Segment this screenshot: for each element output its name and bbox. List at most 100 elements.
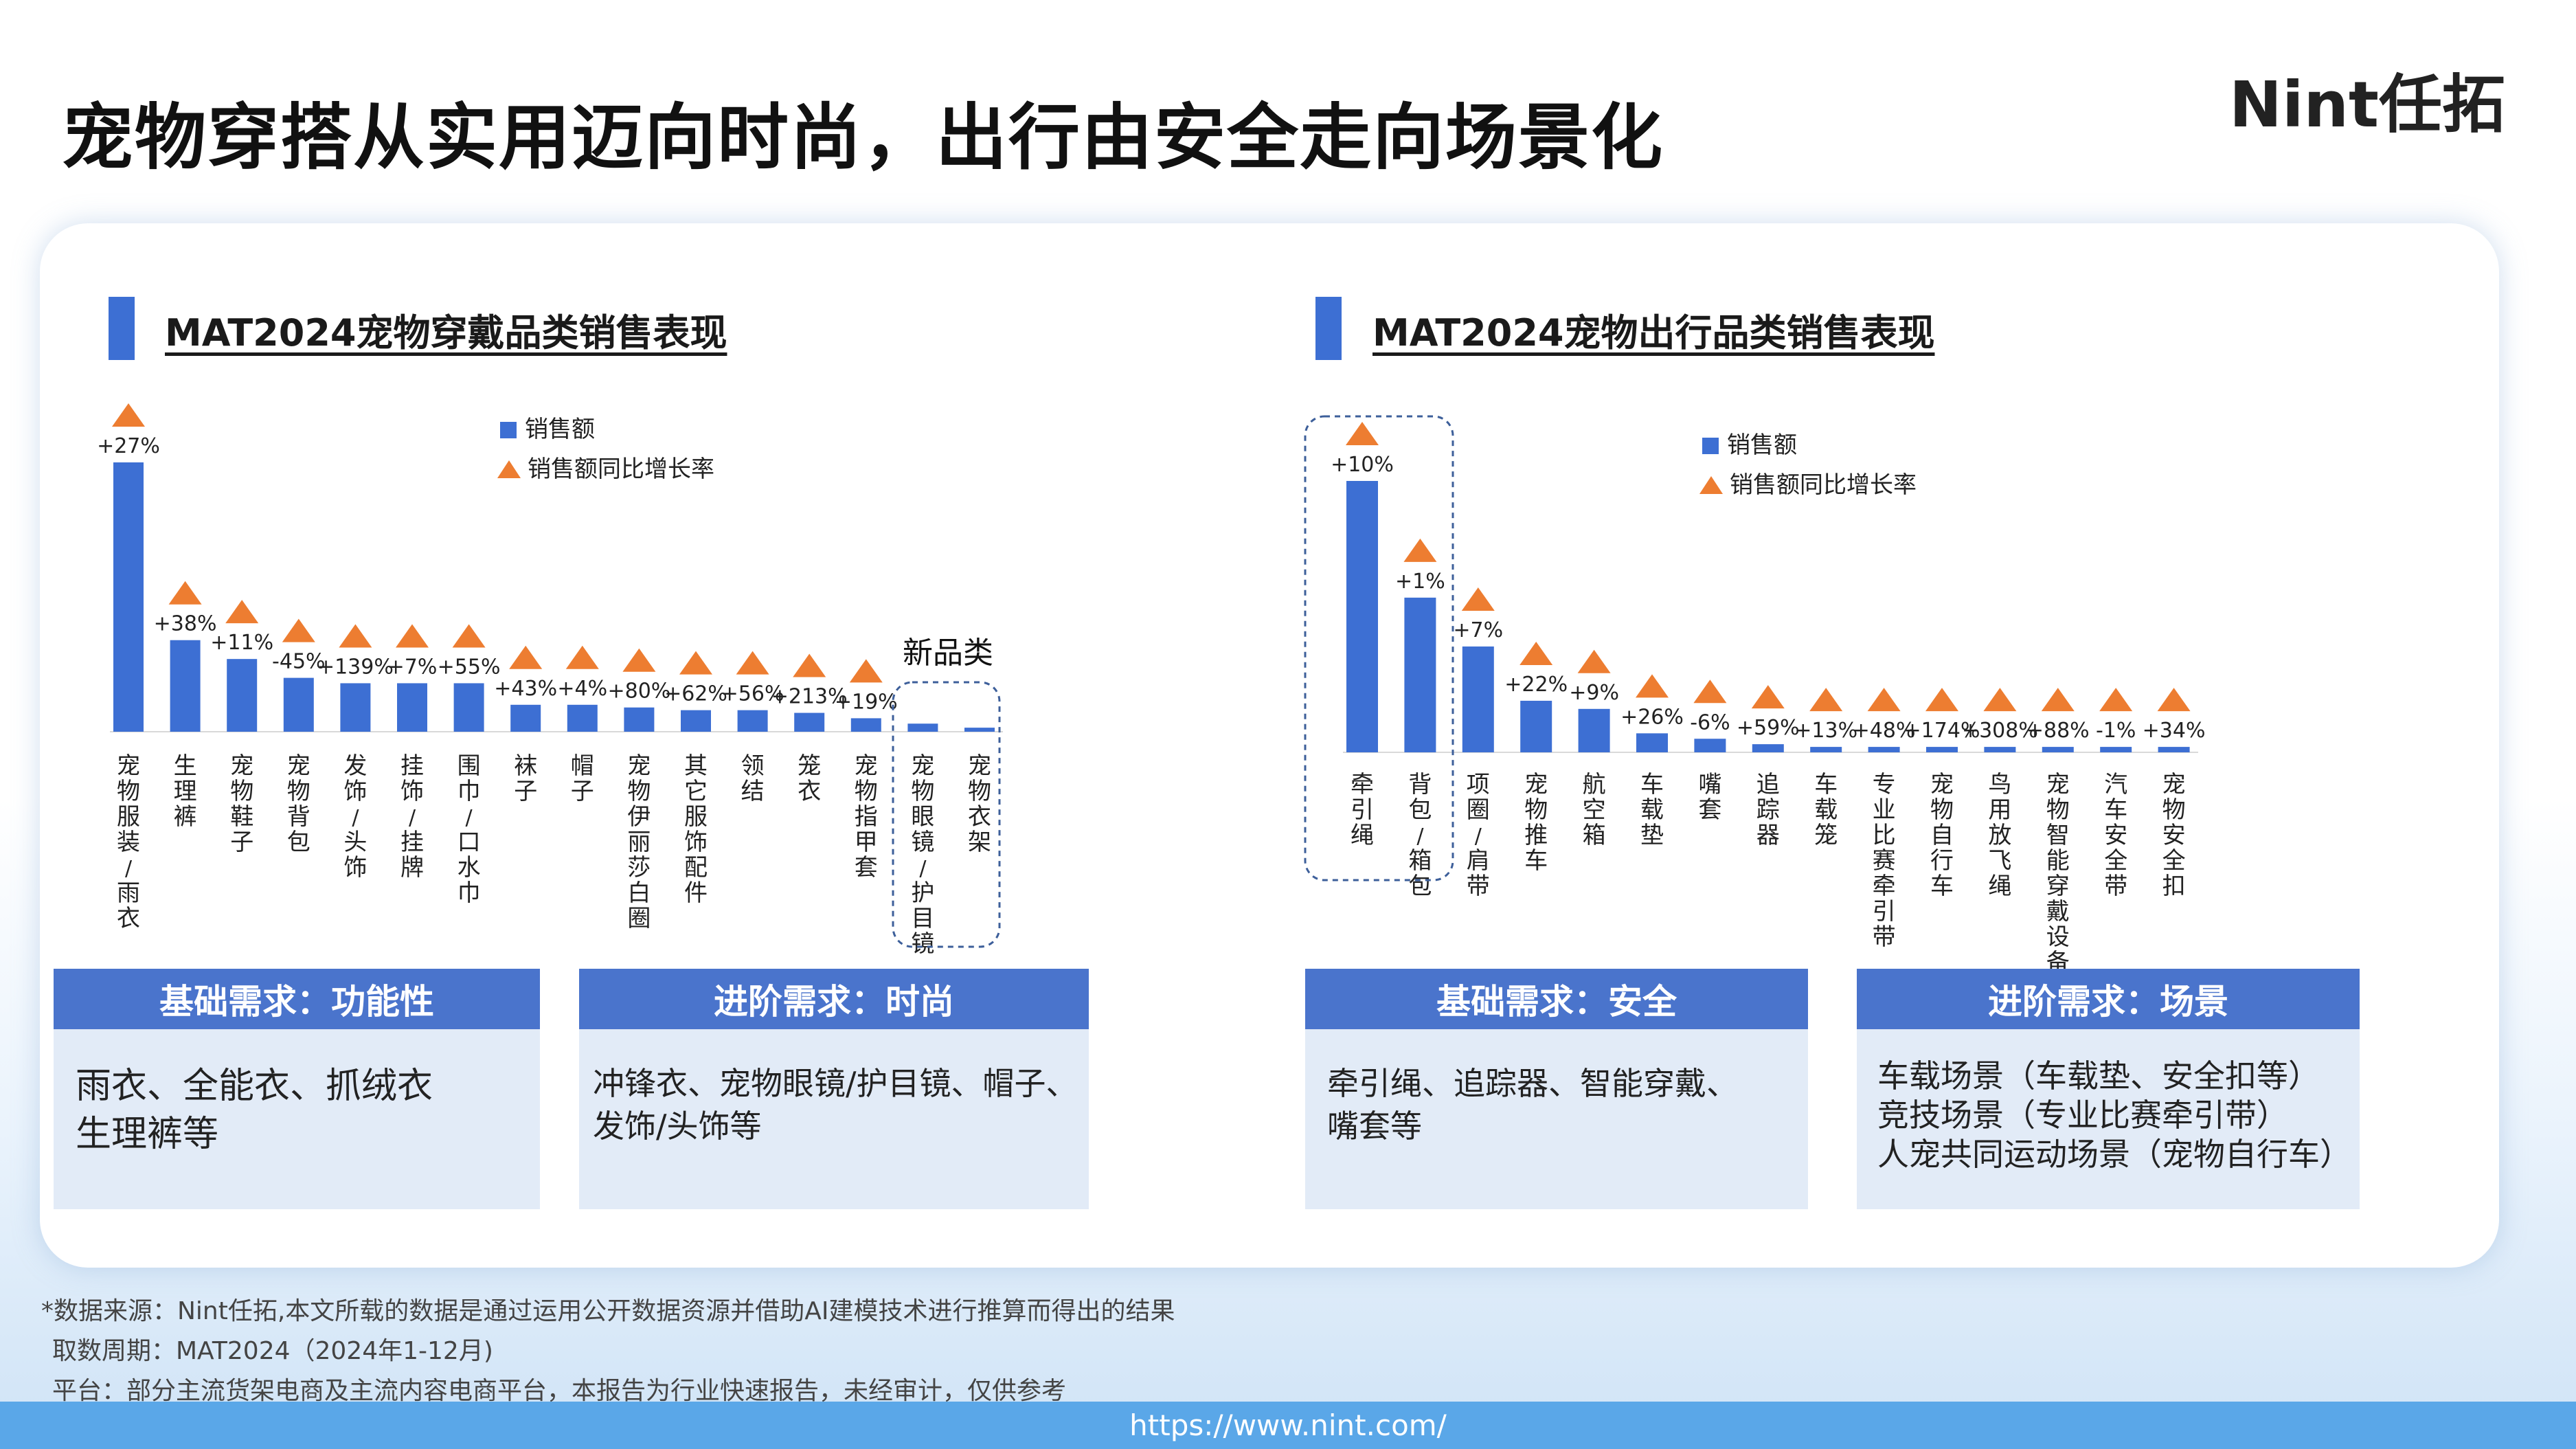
legend-growth-swatch: [497, 460, 521, 478]
category-label-char: 笼: [1814, 822, 1838, 849]
growth-label: -6%: [1690, 710, 1730, 734]
category-label-char: 载: [1814, 796, 1838, 824]
bar: [1868, 747, 1900, 752]
right-chart-title: MAT2024宠物出行品类销售表现: [1372, 311, 1935, 355]
category-label-char: 鸟: [1988, 771, 2011, 798]
growth-marker: [2099, 688, 2133, 712]
category-label-char: 子: [571, 778, 594, 805]
bar: [1810, 747, 1842, 752]
category-label-char: 圈: [627, 905, 651, 932]
category-label-char: 镜: [911, 829, 934, 856]
legend-growth-label: 销售额同比增长率: [1730, 471, 1917, 499]
category-label-char: 物: [2162, 796, 2186, 824]
category-label-char: 围: [457, 752, 481, 780]
legend-growth-swatch: [1699, 476, 1723, 494]
bar: [567, 704, 598, 732]
category-label-char: 车: [1814, 771, 1838, 798]
growth-marker: [1983, 688, 2017, 712]
category-label-char: 件: [684, 879, 708, 907]
growth-marker: [1809, 688, 1843, 712]
category-label-char: 服: [117, 803, 140, 831]
bar: [1984, 747, 2016, 752]
growth-label: +7%: [1453, 618, 1503, 642]
category-label-char: 巾: [457, 879, 481, 907]
growth-label: +7%: [387, 655, 438, 679]
category-label-char: 伊: [627, 803, 651, 831]
category-label-char: 箱: [1408, 847, 1432, 875]
footer-url[interactable]: https://www.nint.com/: [1129, 1408, 1447, 1442]
bar: [624, 707, 655, 732]
growth-marker: [339, 624, 372, 648]
bar: [2100, 747, 2132, 752]
category-label-char: 行: [1930, 847, 1954, 875]
category-label-char: 饰: [343, 854, 367, 881]
need-line: 发饰/头饰等: [593, 1108, 762, 1145]
category-label-char: 智: [2046, 822, 2070, 849]
category-label-char: 包: [1408, 796, 1432, 824]
new-category-highlight: [892, 681, 1001, 948]
bar: [1752, 744, 1784, 752]
bar: [1404, 597, 1436, 752]
bar: [681, 710, 711, 732]
bar: [397, 683, 427, 732]
category-label-char: 包: [287, 829, 310, 856]
growth-marker: [225, 600, 259, 624]
bar: [794, 712, 825, 732]
growth-marker: [1867, 688, 1901, 712]
need-body-wear-advanced: 冲锋衣、宠物眼镜/护目镜、帽子、 发饰/头饰等: [579, 1029, 1089, 1209]
category-label-char: 装: [117, 829, 140, 856]
growth-marker: [565, 645, 599, 669]
need-body-travel-advanced: 车载场景（车载垫、安全扣等） 竞技场景（专业比赛牵引带） 人宠共同运动场景（宠物…: [1857, 1029, 2360, 1209]
category-label-char: 戴: [2046, 898, 2070, 925]
growth-marker: [736, 651, 769, 675]
category-label-char: 嘴: [1698, 771, 1721, 798]
nint-logo: Nint任拓: [2229, 68, 2506, 142]
category-label-char: /: [125, 857, 133, 881]
legend-sales-swatch: [1702, 438, 1719, 454]
bar: [1346, 481, 1378, 752]
category-label-char: 眼: [911, 803, 934, 831]
category-label-char: 物: [287, 778, 310, 805]
category-label-char: 宠: [911, 752, 934, 780]
need-line: 嘴套等: [1327, 1108, 1422, 1145]
growth-label: +10%: [1331, 453, 1394, 477]
category-label-char: 背: [1408, 771, 1432, 798]
category-label-char: 推: [1524, 822, 1548, 849]
need-body-travel-basic: 牵引绳、追踪器、智能穿戴、 嘴套等: [1305, 1029, 1808, 1209]
category-label-char: 安: [2162, 822, 2186, 849]
category-label-char: 宠: [1930, 771, 1954, 798]
growth-label: +62%: [664, 682, 727, 706]
category-label-char: 护: [911, 879, 934, 907]
platform-note: 平台：部分主流货架电商及主流内容电商平台，本报告为行业快速报告，未经审计，仅供参…: [52, 1377, 1067, 1405]
category-label-char: 圈: [1467, 796, 1490, 824]
category-label-char: 航: [1583, 771, 1606, 798]
category-label-char: /: [1416, 824, 1424, 849]
category-label-char: 领: [741, 752, 765, 780]
category-label-char: 宠: [230, 752, 253, 780]
category-label-char: 子: [230, 829, 253, 856]
bar: [1636, 733, 1668, 752]
source-note: *数据来源：Nint任拓,本文所载的数据是通过运用公开数据资源并借助AI建模技术…: [41, 1297, 1175, 1325]
need-line: 生理裤等: [76, 1114, 219, 1155]
bar: [907, 723, 938, 732]
need-header-wear-basic: 基础需求：功能性: [54, 969, 540, 1029]
category-label-char: /: [919, 857, 927, 881]
category-label-char: 箱: [1583, 822, 1606, 849]
category-label-char: 全: [2162, 847, 2186, 875]
category-label-char: 雨: [117, 879, 140, 907]
growth-label: +38%: [154, 612, 217, 636]
category-label-char: 物: [230, 778, 253, 805]
category-label-char: 衣: [968, 803, 991, 831]
category-label-char: 牵: [1873, 873, 1896, 900]
growth-marker: [2157, 688, 2191, 712]
category-label-char: 衣: [798, 778, 821, 805]
category-label-char: 背: [287, 803, 310, 831]
category-label-char: 套: [1698, 796, 1721, 824]
category-label-char: 宠: [1524, 771, 1548, 798]
growth-label: +27%: [97, 434, 160, 458]
category-label-char: 载: [1640, 796, 1664, 824]
category-label-char: 宠: [855, 752, 878, 780]
need-header-travel-basic: 基础需求：安全: [1305, 969, 1808, 1029]
category-label-char: 物: [2046, 796, 2070, 824]
legend-sales-label: 销售额: [525, 416, 595, 443]
